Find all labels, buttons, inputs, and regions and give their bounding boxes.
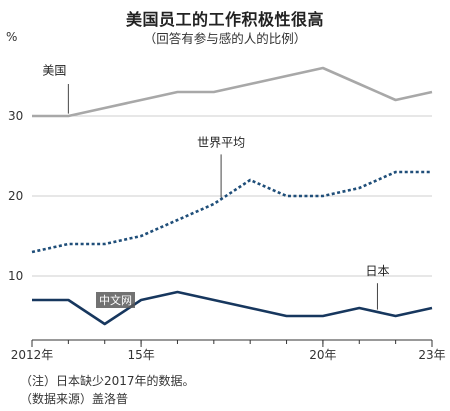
chart-title: 美国员工的工作积极性很高	[125, 10, 324, 29]
y-tick-label: 30	[8, 109, 23, 123]
chart-source: （数据来源）盖洛普	[20, 392, 129, 406]
chart-note: （注）日本缺少2017年的数据。	[20, 374, 195, 388]
x-tick-label: 2012年	[11, 348, 54, 362]
x-tick-label: 15年	[127, 348, 154, 362]
watermark-label: 中文网	[96, 292, 135, 308]
series-label: 日本	[365, 264, 389, 278]
series-label: 世界平均	[197, 135, 245, 149]
series-line-0	[32, 66, 433, 118]
y-tick-label: 20	[8, 189, 23, 203]
series-line-1	[31, 170, 432, 254]
series-line-2	[32, 290, 433, 326]
series-label: 美国	[42, 63, 66, 77]
x-tick-label: 20年	[309, 348, 336, 362]
y-axis-unit: %	[6, 30, 18, 44]
x-tick-label: 23年	[418, 348, 445, 362]
chart-subtitle: （回答有参与感的人的比例）	[143, 31, 307, 46]
y-tick-label: 10	[8, 269, 23, 283]
